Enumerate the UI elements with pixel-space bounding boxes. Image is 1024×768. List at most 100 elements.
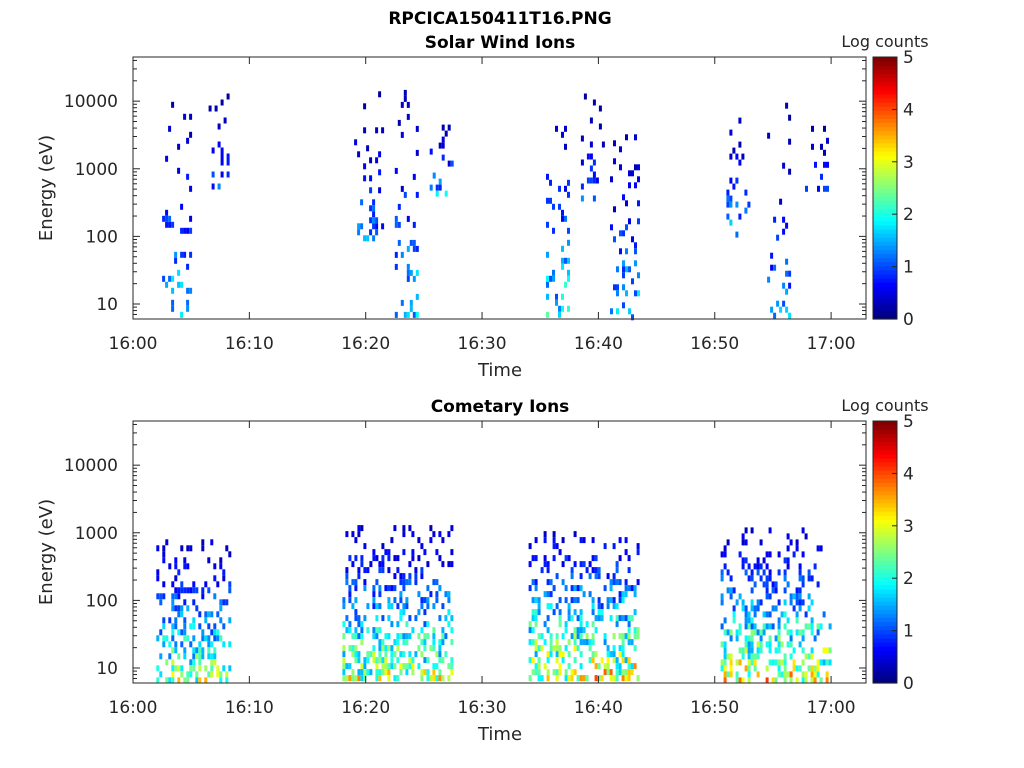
heatmap-cell	[576, 675, 580, 682]
heatmap-cell	[168, 275, 172, 282]
heatmap-cell	[441, 136, 445, 143]
heatmap-cell	[552, 669, 556, 676]
heatmap-cell	[402, 639, 406, 646]
heatmap-cell	[767, 132, 771, 139]
heatmap-cell	[531, 639, 535, 646]
heatmap-cell	[756, 605, 760, 612]
heatmap-cell	[397, 119, 401, 126]
heatmap-cell	[631, 314, 634, 321]
heatmap-cell	[219, 563, 223, 570]
heatmap-cell	[549, 579, 553, 586]
colorbar-segment	[873, 506, 897, 512]
heatmap-cell	[627, 567, 631, 574]
heatmap-cell	[198, 611, 202, 618]
colorbar-segment	[873, 502, 897, 508]
heatmap-cell	[606, 597, 610, 604]
heatmap-cell	[171, 593, 175, 600]
heatmap-cell	[636, 549, 640, 556]
colorbar-segment	[873, 433, 897, 438]
heatmap-cell	[747, 677, 751, 684]
heatmap-cell	[555, 125, 558, 132]
heatmap-cell	[387, 555, 391, 562]
heatmap-cell	[393, 663, 397, 670]
heatmap-cell	[610, 308, 613, 315]
heatmap-cell	[207, 611, 211, 618]
heatmap-cell	[177, 605, 181, 612]
heatmap-cell	[177, 569, 181, 576]
heatmap-cell	[381, 645, 385, 652]
heatmap-cell	[208, 105, 212, 112]
heatmap-cell	[615, 615, 619, 622]
heatmap-cell	[621, 657, 625, 664]
heatmap-cell	[432, 675, 436, 682]
heatmap-cell	[776, 234, 780, 241]
heatmap-cell	[816, 665, 820, 672]
x-axis-label: Time	[477, 360, 522, 381]
colorbar-segment	[873, 556, 897, 561]
heatmap-cell	[397, 239, 401, 246]
heatmap-cell	[570, 567, 574, 574]
heatmap-cell	[534, 537, 538, 544]
y-axis-label: Energy (eV)	[36, 135, 57, 241]
heatmap-cell	[183, 599, 187, 606]
heatmap-cell	[204, 581, 208, 588]
heatmap-cell	[402, 633, 406, 640]
plot-frame	[132, 56, 867, 320]
heatmap-cell	[369, 187, 373, 194]
heatmap-cell	[396, 555, 400, 562]
heatmap-cell	[207, 587, 211, 594]
heatmap-cell	[634, 182, 637, 189]
heatmap-cell	[426, 597, 430, 604]
heatmap-cell	[579, 561, 583, 568]
colorbar-segment	[873, 441, 897, 447]
heatmap-cell	[753, 563, 757, 570]
heatmap-cell	[741, 647, 745, 654]
heatmap-cell	[767, 276, 771, 283]
heatmap-cell	[375, 157, 379, 164]
heatmap-cell	[387, 663, 391, 670]
heatmap-cell	[171, 287, 175, 294]
heatmap-cell	[600, 609, 604, 616]
heatmap-cell	[213, 623, 217, 630]
heatmap-cell	[183, 587, 187, 594]
heatmap-cell	[732, 587, 736, 594]
heatmap-cell	[217, 183, 221, 190]
heatmap-cell	[770, 264, 774, 271]
heatmap-cell	[726, 629, 730, 636]
heatmap-cell	[801, 671, 805, 678]
heatmap-cell	[634, 260, 637, 267]
heatmap-cell	[618, 591, 622, 598]
heatmap-cell	[438, 178, 442, 185]
heatmap-cell	[615, 669, 619, 676]
heatmap-cell	[432, 633, 436, 640]
heatmap-cell	[762, 611, 766, 618]
heatmap-cell	[363, 675, 367, 682]
heatmap-cell	[345, 567, 349, 574]
colorbar-label: Log counts	[841, 32, 928, 51]
heatmap-cell	[537, 609, 541, 616]
heatmap-cell	[192, 581, 196, 588]
heatmap-cell	[165, 659, 169, 666]
heatmap-cell	[534, 555, 538, 562]
heatmap-cell	[426, 621, 430, 628]
colorbar-segment	[873, 73, 897, 79]
colorbar-segment	[873, 654, 897, 660]
heatmap-cell	[363, 175, 367, 182]
heatmap-cell	[390, 537, 394, 544]
y-tick-label: 100	[86, 591, 118, 611]
heatmap-cell	[405, 663, 409, 670]
heatmap-cell	[738, 659, 742, 666]
heatmap-cell	[823, 125, 826, 132]
heatmap-cell	[540, 633, 544, 640]
heatmap-cell	[348, 591, 352, 598]
heatmap-cell	[397, 203, 401, 210]
heatmap-cell	[393, 573, 397, 580]
heatmap-cell	[627, 555, 631, 562]
heatmap-cell	[628, 170, 631, 177]
heatmap-cell	[372, 217, 376, 224]
heatmap-cell	[406, 311, 410, 318]
heatmap-cell	[384, 645, 388, 652]
colorbar-segment	[873, 57, 897, 62]
heatmap-cell	[393, 597, 397, 604]
heatmap-cell	[438, 531, 442, 538]
